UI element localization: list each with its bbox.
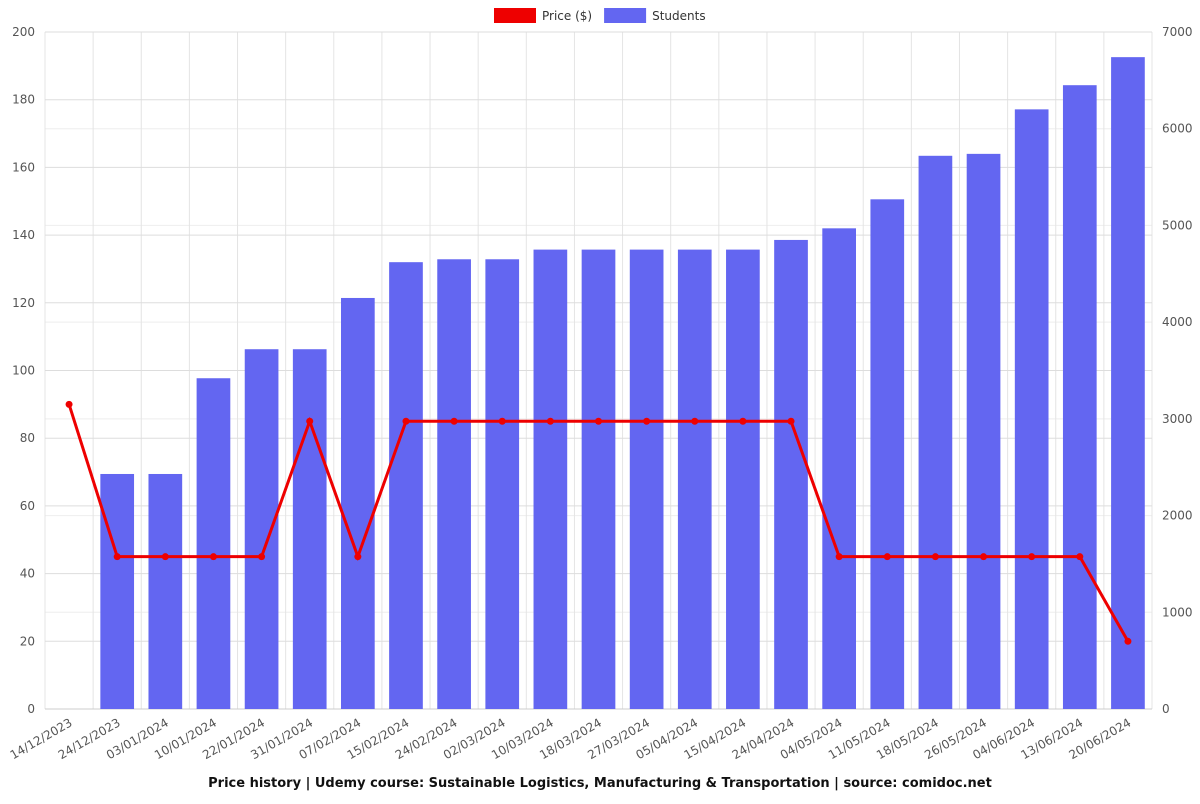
bar [100,473,135,709]
y-tick-label: 60 [20,499,35,513]
y2-tick-label: 6000 [1162,122,1193,136]
y-tick-label: 40 [20,567,35,581]
price-point [739,417,747,425]
bar [389,262,423,709]
price-point [1076,553,1084,561]
y2-tick-label: 4000 [1162,315,1193,329]
price-point [980,553,988,561]
price-point [209,553,217,561]
y2-tick-label: 2000 [1162,509,1193,523]
y-tick-label: 200 [12,25,35,39]
y2-tick-label: 0 [1162,702,1170,716]
bar [774,239,808,709]
bar [341,297,375,709]
bar [822,228,856,709]
price-point [1028,553,1036,561]
price-point [595,417,602,425]
price-point [546,417,554,425]
y-tick-label: 20 [20,634,35,648]
price-point [402,417,410,425]
price-point [498,417,506,425]
y2-tick-label: 1000 [1162,605,1193,619]
price-point [450,417,458,425]
price-point [691,417,699,425]
price-point [306,417,314,425]
y-tick-label: 80 [20,431,35,445]
price-point [883,553,891,561]
y2-tick-label: 3000 [1162,412,1193,426]
legend-label: Students [652,9,706,23]
bar [485,259,520,709]
price-point [258,553,266,561]
price-point [65,400,73,408]
legend-label: Price ($) [542,9,592,23]
price-point [161,553,169,561]
y-tick-label: 120 [12,296,35,310]
bar [1062,85,1097,709]
y2-tick-label: 5000 [1162,218,1193,232]
bar [1111,57,1145,710]
bar [533,249,568,709]
bar [677,249,712,709]
price-point [787,417,795,425]
bar [726,249,760,709]
price-point [1124,637,1132,645]
y-tick-label: 180 [12,93,35,107]
bar [870,199,905,709]
y-tick-label: 0 [27,702,35,716]
legend-swatch [604,8,647,23]
price-point [931,553,939,561]
price-point [113,553,121,561]
bar [629,249,664,709]
price-point [643,417,651,425]
bar [581,249,616,709]
y-tick-label: 100 [12,364,35,378]
bar [437,259,471,709]
legend-swatch [494,8,536,23]
chart-title: Price history | Udemy course: Sustainabl… [208,776,992,791]
bar [244,349,279,709]
price-point [835,553,843,561]
price-point [354,553,362,561]
y2-tick-label: 7000 [1162,25,1193,39]
bar [918,155,953,709]
y-tick-label: 160 [12,160,35,174]
bar [1014,109,1049,709]
bar [196,378,231,709]
bar [966,153,1001,710]
y-tick-label: 140 [12,228,35,242]
bar [292,349,327,709]
bar [148,473,183,709]
